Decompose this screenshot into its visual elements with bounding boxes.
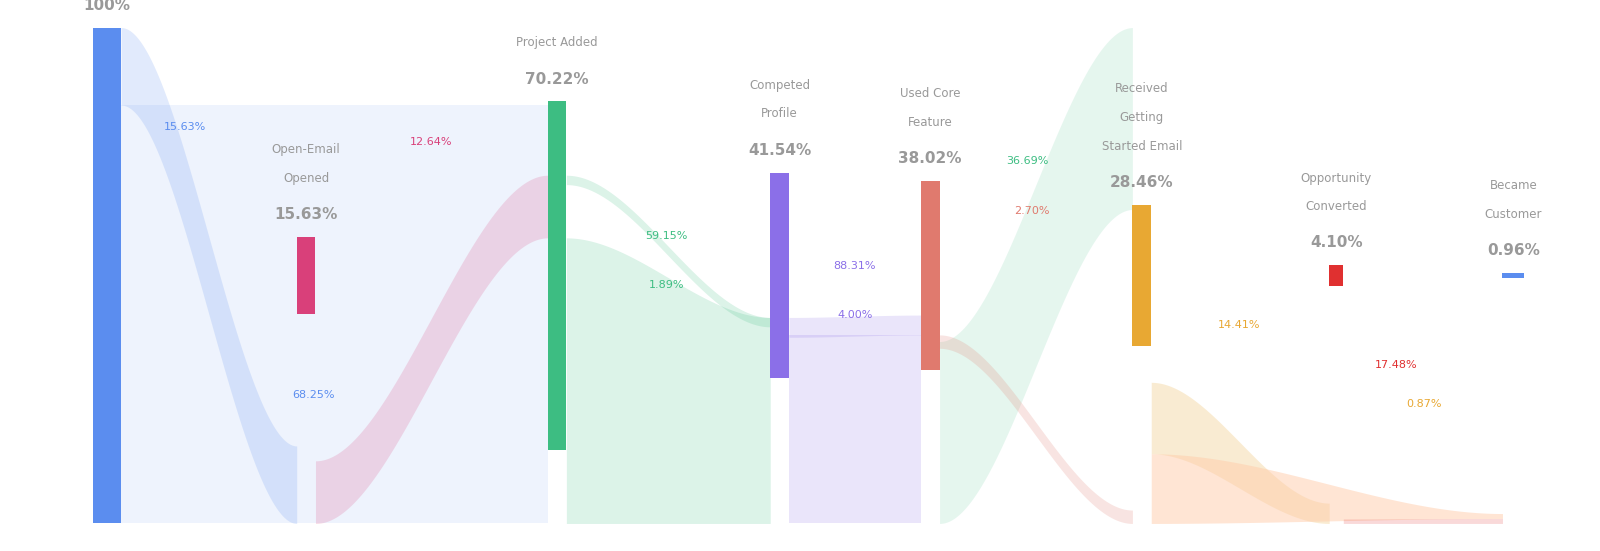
Text: 28.46%: 28.46% <box>1110 175 1174 190</box>
Bar <box>547 101 566 450</box>
Text: 17.48%: 17.48% <box>1374 360 1418 370</box>
Text: Opportunity: Opportunity <box>1301 171 1371 185</box>
Text: Became: Became <box>1490 179 1538 192</box>
Text: Converted: Converted <box>1306 200 1366 213</box>
Text: Profile: Profile <box>762 107 798 121</box>
Bar <box>1133 205 1152 346</box>
Bar <box>296 237 315 314</box>
Text: 15.63%: 15.63% <box>274 207 338 222</box>
Text: Competed: Competed <box>749 79 810 91</box>
Text: 1.89%: 1.89% <box>650 280 685 290</box>
Text: 88.31%: 88.31% <box>834 261 877 271</box>
Text: Customer: Customer <box>1485 208 1542 221</box>
Bar <box>770 172 789 379</box>
Text: 0.96%: 0.96% <box>1486 243 1539 258</box>
Text: Received: Received <box>1115 82 1168 95</box>
Text: 0.87%: 0.87% <box>1406 399 1442 409</box>
Bar <box>920 181 939 370</box>
Text: 14.41%: 14.41% <box>1218 320 1261 330</box>
Text: 100%: 100% <box>83 0 131 13</box>
Text: Open-Email: Open-Email <box>272 143 341 156</box>
Text: 38.02%: 38.02% <box>898 152 962 166</box>
Text: 15.63%: 15.63% <box>165 122 206 132</box>
Text: Project Added: Project Added <box>517 36 598 50</box>
Text: 4.00%: 4.00% <box>837 310 872 320</box>
Text: 41.54%: 41.54% <box>747 143 811 158</box>
Bar <box>1502 273 1525 278</box>
Text: 36.69%: 36.69% <box>1006 156 1048 166</box>
Text: 4.10%: 4.10% <box>1310 235 1363 251</box>
Text: Started Email: Started Email <box>1101 140 1182 153</box>
Text: 70.22%: 70.22% <box>525 72 589 87</box>
Text: Opened: Opened <box>283 172 330 185</box>
Text: Used Core: Used Core <box>899 88 960 100</box>
Bar <box>1330 266 1344 285</box>
Text: 12.64%: 12.64% <box>410 137 453 147</box>
Text: Getting: Getting <box>1120 111 1163 124</box>
Bar <box>93 28 122 523</box>
Text: 2.70%: 2.70% <box>1014 206 1050 216</box>
Text: Feature: Feature <box>907 116 952 129</box>
Text: 59.15%: 59.15% <box>645 231 688 241</box>
Text: 68.25%: 68.25% <box>293 390 334 399</box>
